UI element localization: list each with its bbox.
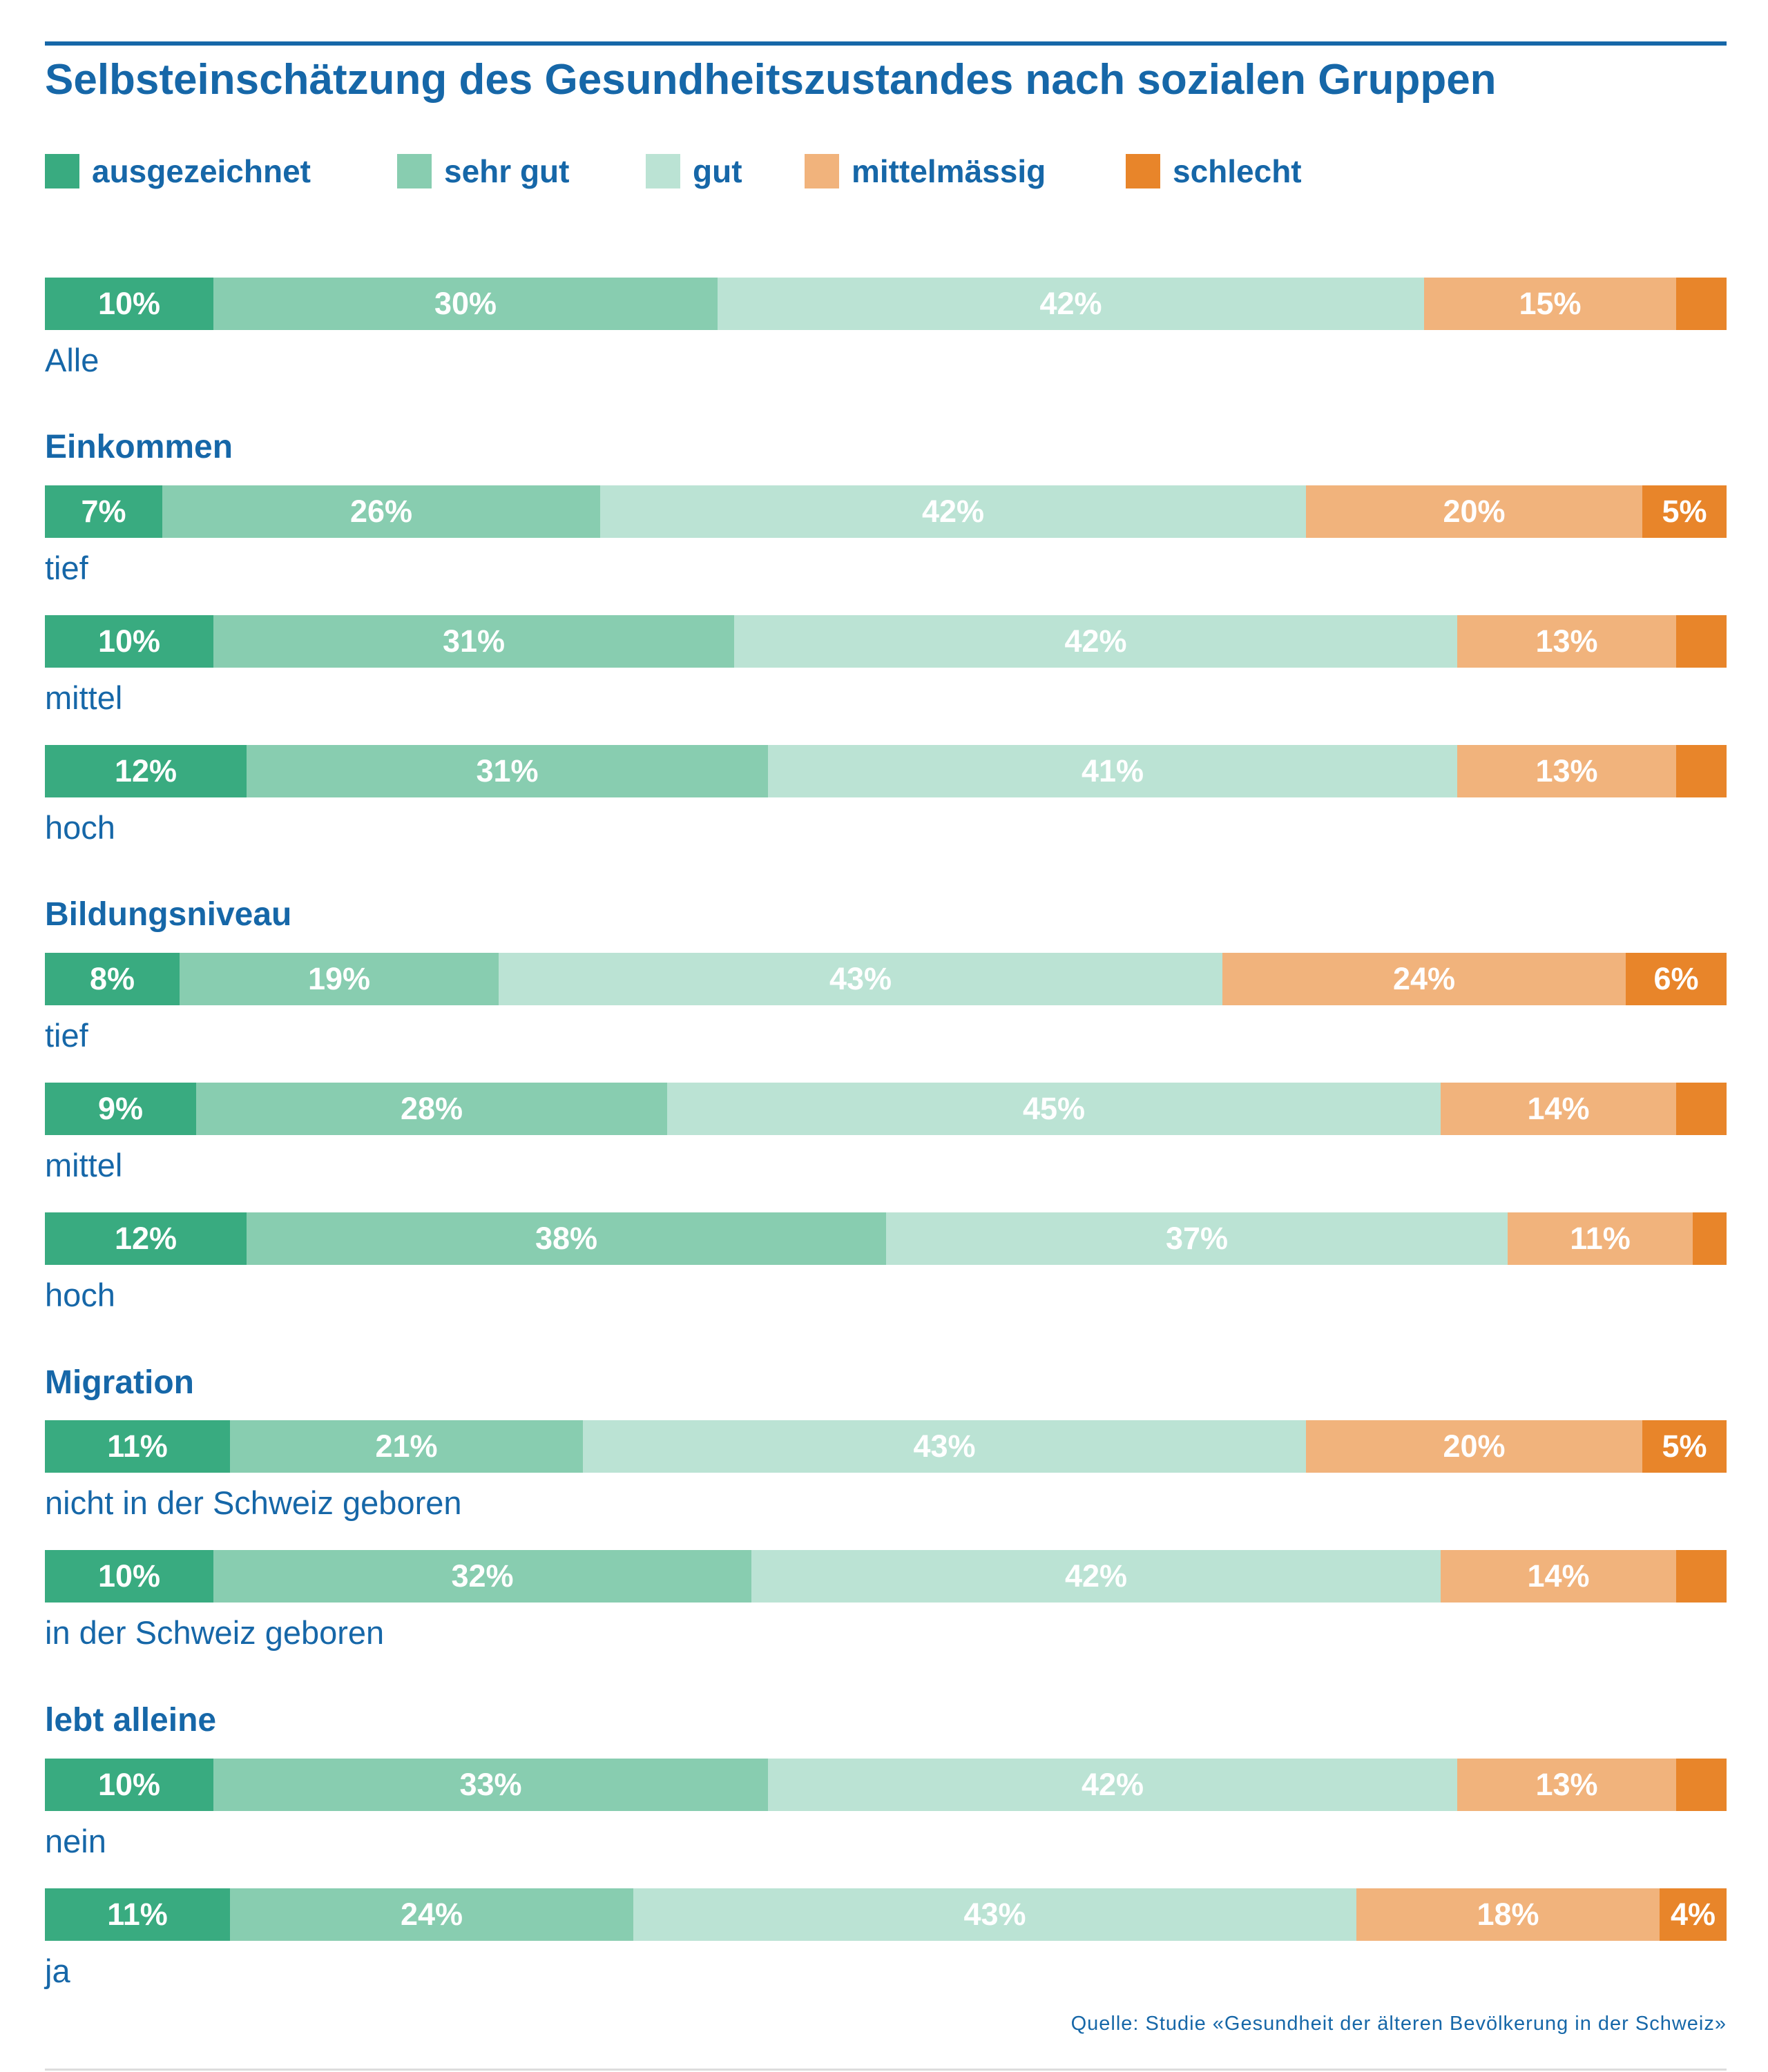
bar-segment: 33%	[213, 1759, 768, 1811]
stacked-bar: 10% 30% 42% 15%	[45, 278, 1727, 330]
bar-segment: 10%	[45, 615, 213, 668]
row-label: nicht in der Schweiz geboren	[45, 1484, 462, 1521]
bar-segment: 31%	[213, 615, 734, 668]
bar-segment: 38%	[247, 1212, 886, 1265]
legend-label: schlecht	[1173, 153, 1302, 189]
bar-segment: 43%	[583, 1420, 1306, 1473]
row-label: tief	[45, 1017, 88, 1054]
bar-segment	[1676, 615, 1727, 668]
legend-swatch	[1126, 154, 1160, 188]
bar-segment: 24%	[1222, 953, 1626, 1005]
group-heading: Einkommen	[45, 429, 233, 465]
bar-segment: 26%	[162, 485, 600, 538]
bar-segment: 12%	[45, 745, 247, 797]
bar-segment: 12%	[45, 1212, 247, 1265]
bar-segment: 15%	[1424, 278, 1676, 330]
bar-segment: 7%	[45, 485, 162, 538]
bar-segment: 32%	[213, 1550, 751, 1603]
bar-segment	[1676, 1759, 1727, 1811]
bar-segment: 11%	[45, 1888, 230, 1941]
stacked-bar: 10% 32% 42% 14%	[45, 1550, 1727, 1603]
bar-segment: 42%	[600, 485, 1306, 538]
bar-segment: 42%	[768, 1759, 1457, 1811]
stacked-bar: 12% 31% 41% 13%	[45, 745, 1727, 797]
bar-segment: 19%	[180, 953, 499, 1005]
bar-segment: 6%	[1626, 953, 1727, 1005]
row-label: hoch	[45, 809, 115, 846]
bottom-rule	[45, 2069, 1727, 2071]
bar-segment	[1676, 1083, 1727, 1135]
bar-segment: 10%	[45, 1759, 213, 1811]
bar-segment: 13%	[1457, 1759, 1676, 1811]
group-heading: lebt alleine	[45, 1702, 217, 1739]
bar-segment: 21%	[230, 1420, 583, 1473]
row-label: in der Schweiz geboren	[45, 1614, 385, 1651]
bar-segment: 20%	[1306, 1420, 1642, 1473]
bar-segment	[1676, 1550, 1727, 1603]
stacked-bar: 11% 21% 43% 20% 5%	[45, 1420, 1727, 1473]
row-label: hoch	[45, 1277, 115, 1313]
bar-segment: 42%	[751, 1550, 1441, 1603]
bar-segment: 45%	[667, 1083, 1441, 1135]
stacked-bar: 10% 33% 42% 13%	[45, 1759, 1727, 1811]
bar-segment	[1693, 1212, 1727, 1265]
bar-segment	[1676, 745, 1727, 797]
row-label: Alle	[45, 342, 99, 378]
bar-segment: 20%	[1306, 485, 1642, 538]
legend-label: sehr gut	[444, 153, 570, 189]
stacked-bar: 9% 28% 45% 14%	[45, 1083, 1727, 1135]
stacked-bar: 11% 24% 43% 18% 4%	[45, 1888, 1727, 1941]
bar-segment: 43%	[633, 1888, 1356, 1941]
bar-segment: 30%	[213, 278, 718, 330]
row-label: nein	[45, 1823, 106, 1859]
stacked-bar: 12% 38% 37% 11%	[45, 1212, 1727, 1265]
stacked-bar: 10% 31% 42% 13%	[45, 615, 1727, 668]
group-heading: Migration	[45, 1364, 194, 1401]
bar-segment: 41%	[768, 745, 1457, 797]
bar-segment	[1676, 278, 1727, 330]
stacked-bar: 7% 26% 42% 20% 5%	[45, 485, 1727, 538]
top-rule	[45, 41, 1727, 46]
bar-segment: 9%	[45, 1083, 196, 1135]
bar-segment: 28%	[196, 1083, 667, 1135]
bar-segment: 37%	[886, 1212, 1508, 1265]
chart-title: Selbsteinschätzung des Gesundheitszustan…	[45, 56, 1497, 104]
row-label: tief	[45, 550, 88, 586]
legend-swatch	[397, 154, 432, 188]
bar-segment: 31%	[247, 745, 768, 797]
row-label: ja	[45, 1953, 70, 1989]
legend-swatch	[805, 154, 839, 188]
row-label: mittel	[45, 679, 123, 716]
legend-swatch	[646, 154, 680, 188]
row-label: mittel	[45, 1147, 123, 1183]
legend-label: ausgezeichnet	[92, 153, 311, 189]
legend-label: mittelmässig	[852, 153, 1046, 189]
legend-swatch	[45, 154, 79, 188]
bar-segment: 24%	[230, 1888, 633, 1941]
bar-segment: 8%	[45, 953, 180, 1005]
bar-segment: 13%	[1457, 745, 1676, 797]
bar-segment: 14%	[1441, 1083, 1676, 1135]
group-heading: Bildungsniveau	[45, 896, 292, 933]
bar-segment: 42%	[718, 278, 1424, 330]
source-note: Quelle: Studie «Gesundheit der älteren B…	[1070, 2013, 1727, 2035]
bar-segment: 43%	[499, 953, 1222, 1005]
bar-segment: 4%	[1660, 1888, 1727, 1941]
bar-segment: 11%	[45, 1420, 230, 1473]
bar-segment: 11%	[1508, 1212, 1693, 1265]
bar-segment: 5%	[1642, 485, 1727, 538]
bar-segment: 42%	[734, 615, 1457, 668]
bar-segment: 18%	[1356, 1888, 1660, 1941]
legend-label: gut	[693, 153, 742, 189]
bar-segment: 10%	[45, 1550, 213, 1603]
bar-segment: 5%	[1642, 1420, 1727, 1473]
bar-segment: 10%	[45, 278, 213, 330]
bar-segment: 14%	[1441, 1550, 1676, 1603]
stacked-bar: 8% 19% 43% 24% 6%	[45, 953, 1727, 1005]
bar-segment: 13%	[1457, 615, 1676, 668]
